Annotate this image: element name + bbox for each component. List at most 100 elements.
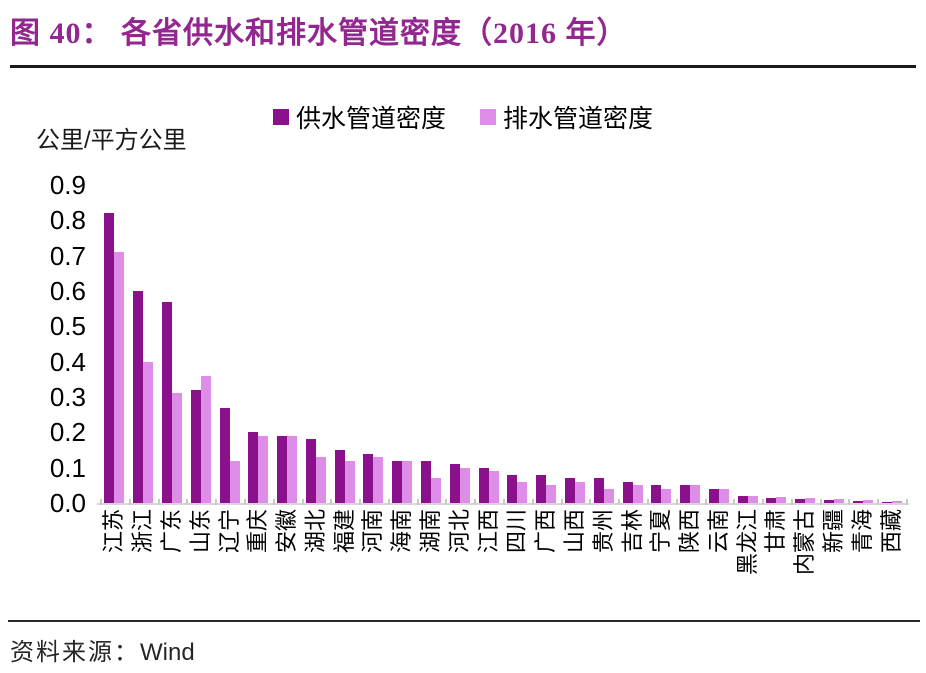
legend-item-drain: 排水管道密度 bbox=[480, 99, 653, 135]
x-axis-category-label: 四川 bbox=[504, 509, 529, 554]
x-axis-tick bbox=[158, 499, 160, 505]
bar-供水管道密度-湖北 bbox=[306, 439, 316, 503]
legend-item-supply: 供水管道密度 bbox=[272, 99, 446, 135]
x-axis-tick bbox=[618, 499, 620, 505]
x-axis-category-label: 浙江 bbox=[130, 509, 155, 554]
bar-排水管道密度-山西 bbox=[575, 482, 585, 503]
bar-排水管道密度-湖北 bbox=[316, 457, 326, 503]
x-axis-category-label: 黑龙江 bbox=[735, 509, 760, 576]
bar-供水管道密度-贵州 bbox=[594, 478, 604, 503]
bar-排水管道密度-海南 bbox=[402, 461, 412, 503]
bar-供水管道密度-西藏 bbox=[882, 502, 892, 503]
bar-供水管道密度-安徽 bbox=[277, 436, 287, 503]
x-axis-category-label: 贵州 bbox=[591, 509, 616, 554]
bar-排水管道密度-新疆 bbox=[834, 499, 844, 503]
bar-排水管道密度-广西 bbox=[546, 485, 556, 503]
y-axis-tick-label: 0.6 bbox=[49, 276, 86, 306]
x-axis-category-label: 云南 bbox=[706, 509, 731, 554]
bar-排水管道密度-西藏 bbox=[892, 501, 902, 503]
bar-排水管道密度-宁夏 bbox=[661, 489, 671, 503]
x-axis-category-label: 湖北 bbox=[303, 509, 328, 554]
bar-排水管道密度-福建 bbox=[345, 461, 355, 503]
y-axis-tick-label: 0.4 bbox=[49, 346, 86, 377]
drain-series-label: 排水管道密度 bbox=[503, 105, 654, 133]
x-axis-tick bbox=[330, 499, 332, 505]
x-axis-category-label: 吉林 bbox=[620, 509, 645, 554]
x-axis-category-label: 福建 bbox=[332, 509, 357, 554]
x-axis-category-label: 山东 bbox=[188, 509, 213, 554]
x-axis-tick bbox=[906, 499, 908, 505]
bar-供水管道密度-河南 bbox=[363, 454, 373, 503]
bar-排水管道密度-辽宁 bbox=[230, 461, 240, 503]
y-axis-tick-label: 0.5 bbox=[49, 311, 86, 342]
bar-供水管道密度-江苏 bbox=[104, 213, 114, 503]
x-axis-tick bbox=[273, 499, 275, 505]
bar-供水管道密度-内蒙古 bbox=[795, 499, 805, 503]
x-axis-category-label: 广东 bbox=[159, 509, 184, 554]
bar-排水管道密度-江西 bbox=[489, 471, 499, 503]
bar-排水管道密度-山东 bbox=[201, 376, 211, 503]
x-axis-tick bbox=[302, 499, 304, 505]
bar-供水管道密度-宁夏 bbox=[651, 485, 661, 503]
bar-供水管道密度-重庆 bbox=[248, 432, 258, 503]
x-axis-category-label: 宁夏 bbox=[648, 509, 673, 554]
bar-供水管道密度-浙江 bbox=[133, 291, 143, 503]
bar-供水管道密度-辽宁 bbox=[220, 408, 230, 503]
drain-series-swatch-icon bbox=[480, 109, 496, 125]
y-axis-tick-label: 0.7 bbox=[49, 240, 86, 271]
x-axis-tick bbox=[791, 499, 793, 505]
x-axis-tick bbox=[388, 499, 390, 505]
x-axis-category-label: 广西 bbox=[533, 509, 558, 554]
x-axis-tick bbox=[445, 499, 447, 505]
x-axis-category-label: 海南 bbox=[389, 509, 414, 554]
chart-legend: 供水管道密度 排水管道密度 bbox=[0, 99, 926, 135]
y-axis-tick-label: 0.3 bbox=[49, 382, 86, 412]
y-axis-tick-label: 0.9 bbox=[49, 170, 86, 200]
x-axis-category-label: 重庆 bbox=[245, 509, 270, 554]
bar-排水管道密度-内蒙古 bbox=[805, 498, 815, 503]
x-axis-tick bbox=[848, 499, 850, 505]
bar-排水管道密度-云南 bbox=[719, 489, 729, 503]
bar-排水管道密度-江苏 bbox=[114, 252, 124, 503]
x-axis-category-label: 河南 bbox=[360, 509, 385, 554]
bar-供水管道密度-河北 bbox=[450, 464, 460, 503]
bar-供水管道密度-湖南 bbox=[421, 461, 431, 503]
x-axis-tick bbox=[877, 499, 879, 505]
bar-供水管道密度-陕西 bbox=[680, 485, 690, 503]
bar-供水管道密度-广西 bbox=[536, 475, 546, 503]
y-axis-tick-label: 0.0 bbox=[49, 488, 86, 518]
x-axis-tick bbox=[244, 499, 246, 505]
source-line: 资料来源：Wind bbox=[10, 632, 195, 667]
x-axis-tick bbox=[417, 499, 419, 505]
x-axis-tick bbox=[676, 499, 678, 505]
bar-供水管道密度-海南 bbox=[392, 461, 402, 503]
bar-供水管道密度-云南 bbox=[709, 489, 719, 503]
y-axis-tick-label: 0.1 bbox=[49, 452, 86, 483]
bar-排水管道密度-浙江 bbox=[143, 362, 153, 503]
bar-排水管道密度-湖南 bbox=[431, 478, 441, 503]
source-value-label: Wind bbox=[140, 639, 195, 666]
bar-供水管道密度-新疆 bbox=[824, 500, 834, 503]
x-axis-tick bbox=[186, 499, 188, 505]
x-axis-tick bbox=[100, 499, 102, 505]
x-axis-category-label: 安徽 bbox=[274, 509, 299, 554]
x-axis-tick bbox=[215, 499, 217, 505]
bar-排水管道密度-甘肃 bbox=[776, 497, 786, 503]
x-axis-tick bbox=[474, 499, 476, 505]
x-axis-tick bbox=[647, 499, 649, 505]
bar-排水管道密度-河北 bbox=[460, 468, 470, 503]
x-axis-category-label: 江西 bbox=[476, 509, 501, 554]
x-axis-category-label: 西藏 bbox=[879, 509, 904, 554]
x-axis-category-label: 内蒙古 bbox=[792, 509, 817, 576]
y-axis-tick-label: 0.2 bbox=[49, 417, 86, 448]
figure-title: 图 40： 各省供水和排水管道密度（2016 年） bbox=[10, 17, 628, 50]
x-axis-category-label: 青海 bbox=[850, 509, 875, 554]
supply-series-swatch-icon bbox=[272, 109, 289, 125]
x-axis-category-label: 新疆 bbox=[821, 509, 846, 554]
bar-供水管道密度-江西 bbox=[479, 468, 489, 503]
bar-供水管道密度-福建 bbox=[335, 450, 345, 503]
bar-排水管道密度-青海 bbox=[863, 500, 873, 503]
bar-供水管道密度-黑龙江 bbox=[738, 496, 748, 503]
supply-series-label: 供水管道密度 bbox=[295, 105, 446, 133]
